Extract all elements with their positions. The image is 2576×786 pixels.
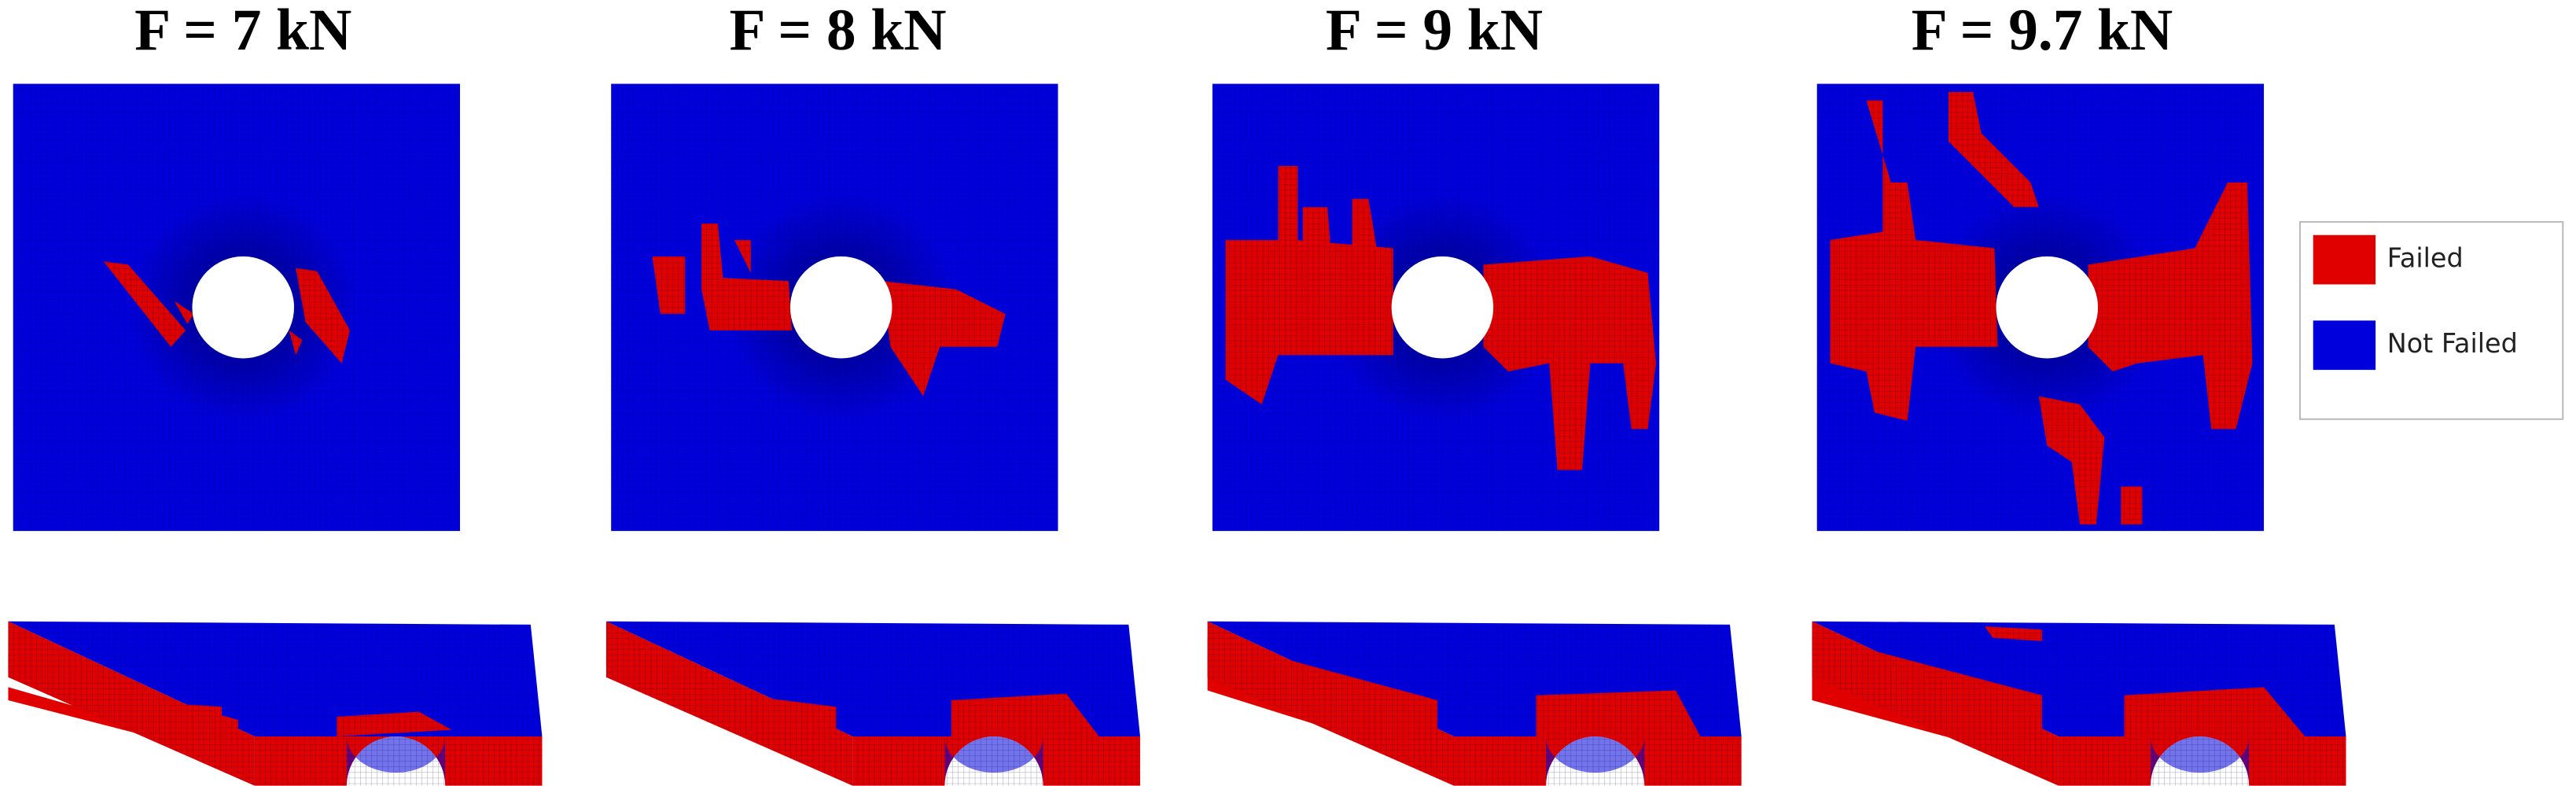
plate — [13, 83, 460, 531]
legend-label: Not Failed — [2387, 328, 2518, 359]
block — [1207, 621, 1742, 786]
hole — [192, 256, 294, 359]
hole — [1391, 256, 1494, 359]
plate — [1212, 83, 1660, 531]
legend: Failed Not Failed — [2298, 221, 2564, 420]
panel-title: F = 9 kN — [1326, 0, 1543, 63]
block — [605, 621, 1140, 786]
block-mesh — [1812, 621, 2346, 786]
plate — [611, 83, 1058, 531]
block — [1812, 621, 2346, 786]
panel-title: F = 8 kN — [729, 0, 946, 63]
block — [8, 621, 543, 786]
block-mesh — [1207, 621, 1742, 786]
plate — [1816, 83, 2265, 531]
legend-label: Failed — [2387, 243, 2464, 274]
block-mesh — [8, 621, 543, 786]
block-mesh — [605, 621, 1140, 786]
legend-swatch — [2313, 320, 2376, 371]
panel-title: F = 7 kN — [134, 0, 351, 63]
hole — [1996, 256, 2099, 359]
legend-swatch — [2313, 234, 2376, 285]
hole — [789, 256, 892, 359]
panel-title: F = 9.7 kN — [1912, 0, 2173, 63]
